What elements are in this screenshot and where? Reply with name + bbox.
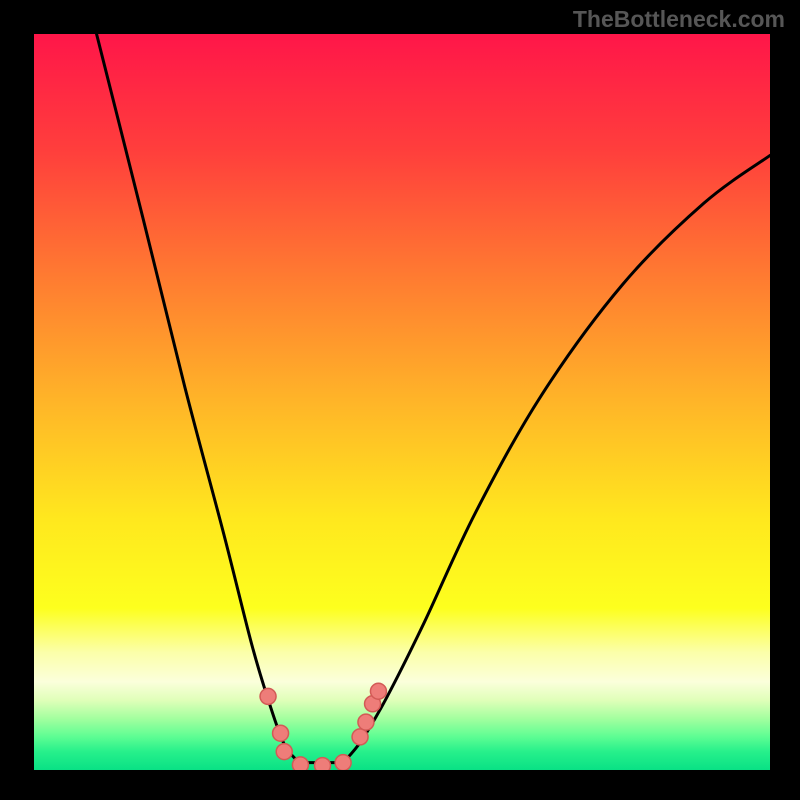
data-marker [276,744,292,760]
curve-layer [34,34,770,770]
curve-right-branch [343,155,770,762]
curve-left-branch [97,34,299,763]
data-marker [315,758,331,770]
data-marker [358,714,374,730]
plot-area [34,34,770,770]
data-marker [292,757,308,770]
marker-group [260,683,386,770]
data-marker [352,729,368,745]
data-marker [260,688,276,704]
data-marker [370,683,386,699]
data-marker [273,725,289,741]
chart-frame: TheBottleneck.com [0,0,800,800]
watermark-text: TheBottleneck.com [573,6,785,33]
data-marker [335,755,351,770]
